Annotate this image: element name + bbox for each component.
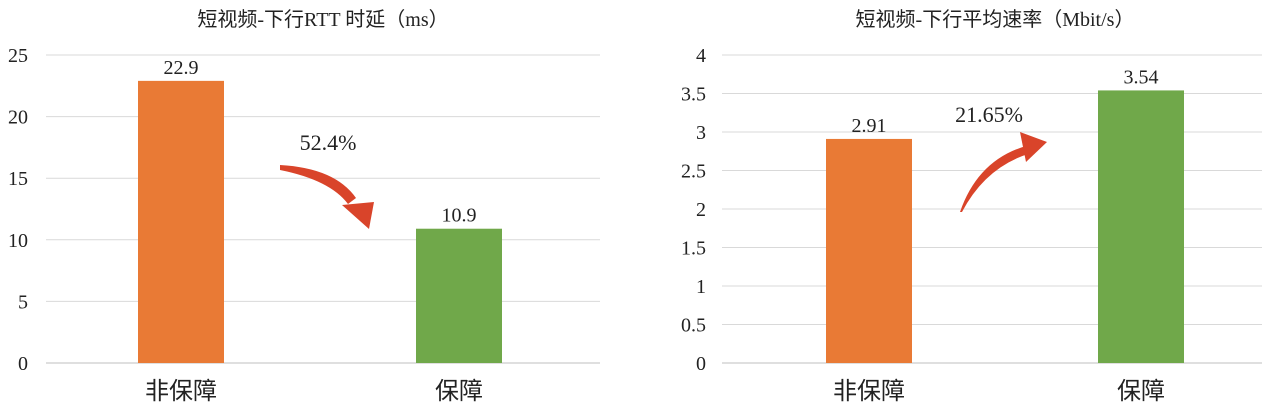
data-label: 2.91 xyxy=(852,115,887,137)
y-tick-label: 1.5 xyxy=(681,238,706,260)
bar-2 xyxy=(1098,90,1184,364)
x-tick-label: 非保障 xyxy=(833,378,905,405)
y-tick-label: 0 xyxy=(696,353,706,375)
x-tick-label: 非保障 xyxy=(145,378,217,405)
change-percent-label: 52.4% xyxy=(300,130,357,155)
x-tick-label: 保障 xyxy=(435,378,483,405)
chart-2: 短视频-下行平均速率（Mbit/s）00.511.522.533.542.91非… xyxy=(681,8,1262,405)
y-tick-label: 3 xyxy=(696,122,706,144)
y-tick-label: 15 xyxy=(8,168,28,190)
bar-1 xyxy=(826,138,912,363)
y-tick-label: 2.5 xyxy=(681,161,706,183)
y-tick-label: 3.5 xyxy=(681,84,706,106)
data-label: 10.9 xyxy=(442,205,477,227)
bar-1 xyxy=(138,80,224,363)
chart-1: 短视频-下行RTT 时延（ms） 0 5 10 15 20 25 22.9 非保障 10.9 保障 5… xyxy=(8,8,600,405)
y-tick-label: 10 xyxy=(8,230,28,252)
x-tick-label: 保障 xyxy=(1117,378,1165,405)
y-tick-label: 5 xyxy=(18,291,28,313)
bar-2 xyxy=(416,228,502,363)
y-tick-label: 4 xyxy=(696,45,706,67)
data-label: 3.54 xyxy=(1124,66,1159,88)
change-percent-label: 21.65% xyxy=(955,102,1023,127)
chart-title: 短视频-下行平均速率（Mbit/s） xyxy=(856,8,1135,31)
y-tick-label: 20 xyxy=(8,107,28,129)
data-label: 22.9 xyxy=(164,57,199,79)
y-tick-label: 0.5 xyxy=(681,315,706,337)
y-tick-label: 25 xyxy=(8,45,28,67)
y-tick-label: 2 xyxy=(696,199,706,221)
change-arrow xyxy=(280,165,374,229)
chart-title: 短视频-下行RTT 时延（ms） xyxy=(197,8,448,31)
change-arrow xyxy=(960,132,1047,212)
y-tick-label: 1 xyxy=(696,276,706,298)
y-tick-label: 0 xyxy=(18,353,28,375)
